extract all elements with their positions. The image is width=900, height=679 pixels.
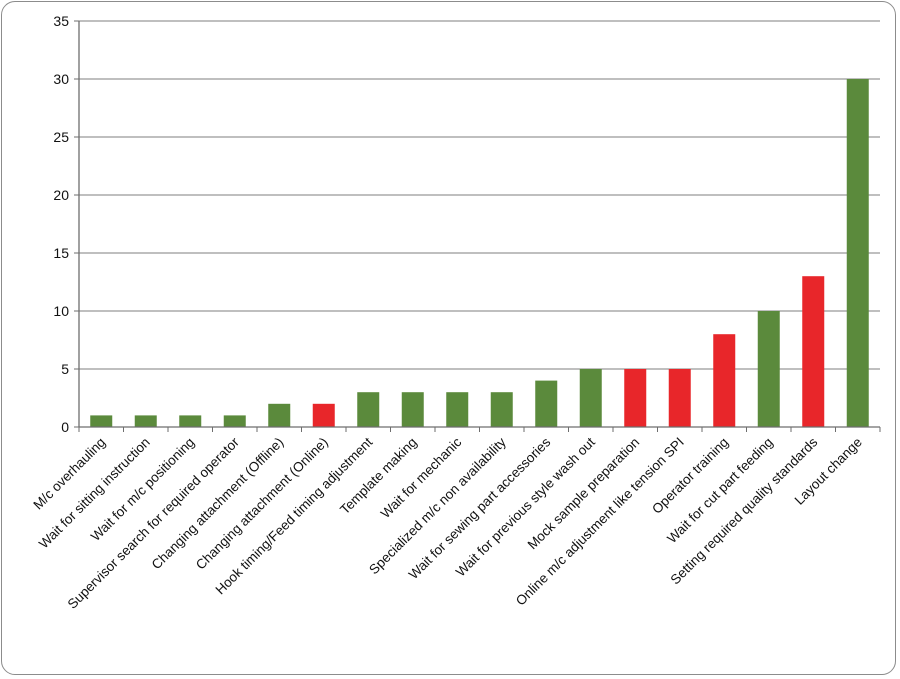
bar — [401, 392, 424, 427]
y-tick-label: 35 — [53, 13, 69, 29]
y-tick-label: 5 — [61, 361, 69, 377]
gridlines — [79, 20, 880, 370]
x-tick-label: Wait for mechanic — [378, 434, 465, 521]
bar — [624, 369, 647, 427]
x-tick-label: Operator training — [649, 435, 731, 517]
bar — [134, 415, 157, 427]
bar — [490, 392, 513, 427]
y-tick-label: 20 — [53, 187, 69, 203]
y-tick-label: 25 — [53, 129, 69, 145]
y-tick-label: 0 — [61, 419, 69, 435]
bar — [446, 392, 469, 427]
x-tick-label: Template making — [337, 435, 420, 518]
bar — [179, 415, 202, 427]
bar — [90, 415, 113, 427]
bar — [846, 79, 869, 427]
bar — [668, 369, 691, 427]
y-tick-labels: 0 5 10 15 20 25 30 35 — [53, 13, 79, 435]
x-tick-label: Hook timing/Feed timing adjustment — [212, 434, 375, 597]
bar — [268, 403, 291, 427]
y-tick-label: 15 — [53, 245, 69, 261]
y-tick-label: 30 — [53, 71, 69, 87]
x-tick-label: Online m/c adjustment like tension SPI — [513, 435, 687, 609]
bar — [757, 311, 780, 427]
bar — [312, 403, 335, 427]
bar — [535, 380, 558, 427]
y-tick-label: 10 — [53, 303, 69, 319]
bar — [579, 369, 602, 427]
bar — [223, 415, 246, 427]
bar — [802, 276, 825, 427]
bar — [357, 392, 380, 427]
bars — [90, 79, 869, 427]
bar — [713, 334, 736, 427]
